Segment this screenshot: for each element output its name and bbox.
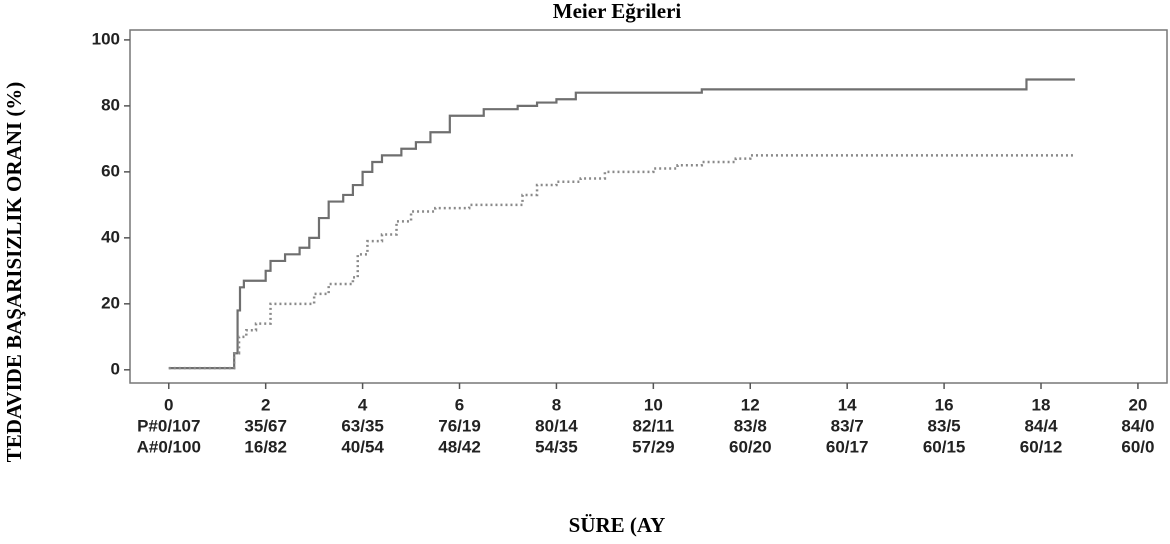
x-tick-label: 2 xyxy=(261,395,270,414)
x-tick-label: 10 xyxy=(644,395,663,414)
series-line xyxy=(168,154,1075,370)
risk-table-cell: 54/35 xyxy=(535,437,578,456)
x-tick-label: 8 xyxy=(552,395,561,414)
x-tick-label: 20 xyxy=(1128,395,1147,414)
x-tick-label: 4 xyxy=(358,395,368,414)
risk-table-cell: 16/82 xyxy=(244,437,287,456)
x-tick-label: 16 xyxy=(935,395,954,414)
y-tick-label: 100 xyxy=(92,29,120,48)
y-tick-label: 60 xyxy=(101,161,120,180)
risk-table-cell: 57/29 xyxy=(632,437,675,456)
x-axis-label: SÜRE (AY xyxy=(569,513,666,537)
x-tick-label: 0 xyxy=(164,395,173,414)
y-tick-label: 20 xyxy=(101,293,120,312)
risk-table-cell: 60/20 xyxy=(729,437,772,456)
y-tick-label: 80 xyxy=(101,95,120,114)
risk-table-cell: 84/0 xyxy=(1121,416,1154,435)
risk-table-cell: 60/17 xyxy=(826,437,869,456)
risk-table-cell: 83/7 xyxy=(831,416,864,435)
chart-title: Meier Eğrileri xyxy=(553,0,682,23)
x-tick-label: 6 xyxy=(455,395,464,414)
y-tick-label: 40 xyxy=(101,227,120,246)
risk-table-cell: 63/35 xyxy=(341,416,384,435)
x-tick-label: 18 xyxy=(1032,395,1051,414)
risk-table-cell: 83/5 xyxy=(928,416,961,435)
risk-table-cell: 40/54 xyxy=(341,437,384,456)
plot-frame xyxy=(129,29,1168,384)
risk-table-cell: 60/15 xyxy=(923,437,966,456)
risk-table-cell: 83/8 xyxy=(734,416,767,435)
series-line xyxy=(168,78,1075,370)
risk-table-cell: P#0/107 xyxy=(137,416,200,435)
risk-table-cell: 35/67 xyxy=(244,416,287,435)
risk-table-cell: 48/42 xyxy=(438,437,481,456)
risk-table-cell: A#0/100 xyxy=(137,437,201,456)
y-axis-label: TEDAVIDE BAŞARISIZLIK ORANI (%) xyxy=(2,82,26,463)
risk-table-cell: 60/0 xyxy=(1121,437,1154,456)
risk-table-cell: 76/19 xyxy=(438,416,481,435)
risk-table-cell: 84/4 xyxy=(1024,416,1058,435)
y-tick-label: 0 xyxy=(111,359,120,378)
risk-table-cell: 60/12 xyxy=(1020,437,1063,456)
x-tick-label: 14 xyxy=(838,395,857,414)
x-tick-label: 12 xyxy=(741,395,760,414)
risk-table-cell: 82/11 xyxy=(633,416,675,435)
risk-table-cell: 80/14 xyxy=(535,416,578,435)
